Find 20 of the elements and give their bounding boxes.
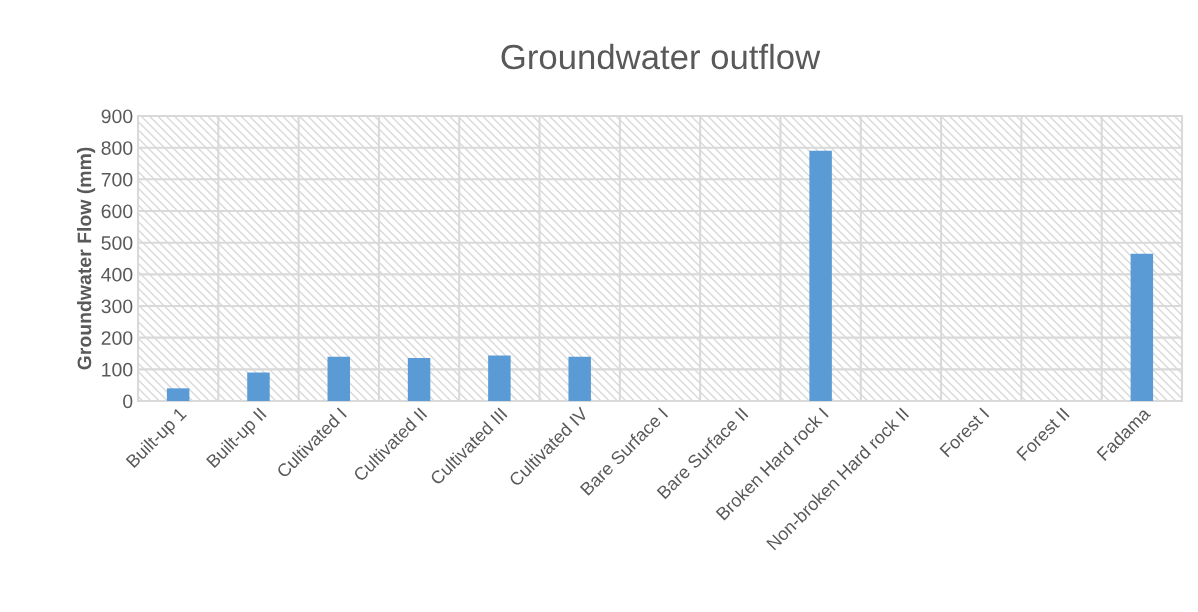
bar (407, 357, 431, 401)
bar (488, 355, 511, 401)
y-tick-label: 700 (101, 172, 133, 187)
bar (327, 356, 351, 401)
y-tick-label: 800 (101, 141, 133, 155)
y-tick-label: 400 (101, 267, 133, 282)
bar (166, 388, 190, 401)
y-tick-label: 900 (101, 109, 133, 124)
bar (568, 356, 591, 401)
y-tick-label: 600 (101, 204, 133, 219)
y-tick-label: 500 (101, 236, 133, 250)
bar (809, 150, 832, 401)
y-tick-label: 0 (123, 394, 133, 409)
bar (247, 372, 270, 401)
bar (1130, 253, 1154, 401)
chart-title: Groundwater outflow (501, 43, 821, 70)
y-tick-label: 200 (101, 331, 133, 345)
y-axis-title: Groundwater Flow (mm) (77, 147, 96, 370)
y-tick-label: 100 (102, 362, 133, 377)
y-tick-label: 300 (101, 299, 133, 314)
